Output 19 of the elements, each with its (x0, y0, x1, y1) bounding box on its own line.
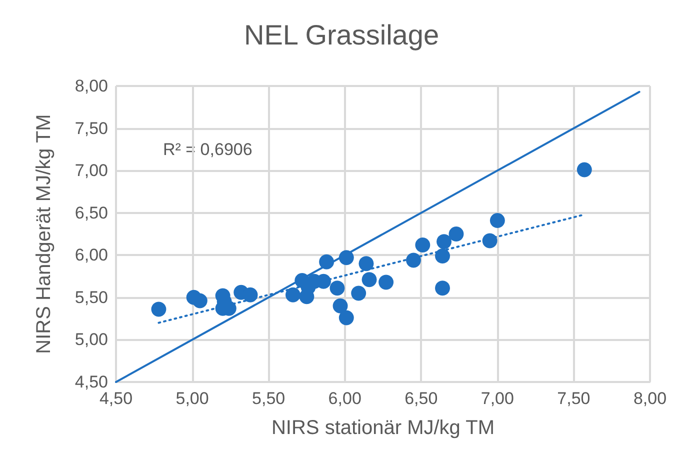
x-axis-title: NIRS stationär MJ/kg TM (271, 417, 495, 439)
y-tick-label: 5,00 (74, 330, 108, 350)
x-tick-label: 4,50 (99, 389, 133, 408)
y-tick-label: 7,00 (74, 161, 108, 180)
y-tick-label: 6,00 (74, 246, 108, 265)
chart-title: NEL Grassilage (244, 20, 440, 50)
x-tick-label: 6,50 (404, 389, 438, 408)
y-tick-label: 5,50 (74, 288, 108, 307)
y-tick-label: 8,00 (74, 76, 108, 96)
y-tick-label: 7,50 (74, 118, 108, 138)
x-tick-label: 6,00 (328, 389, 362, 408)
x-tick-label: 8,00 (633, 389, 667, 408)
x-tick-label: 7,50 (557, 389, 590, 408)
x-tick-label: 7,00 (480, 389, 514, 408)
y-tick-label: 4,50 (74, 372, 108, 392)
x-tick-label: 5,00 (176, 389, 209, 408)
y-tick-label: 6,50 (74, 203, 108, 222)
x-tick-label: 5,50 (252, 389, 286, 408)
y-axis-title: NIRS Handgerät MJ/kg TM (33, 114, 55, 354)
